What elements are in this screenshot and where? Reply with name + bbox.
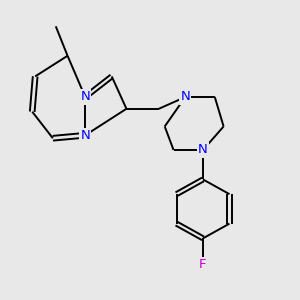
Text: N: N xyxy=(181,91,190,103)
Text: F: F xyxy=(199,258,207,271)
Text: N: N xyxy=(80,129,90,142)
Text: N: N xyxy=(198,143,208,157)
Text: N: N xyxy=(80,91,90,103)
